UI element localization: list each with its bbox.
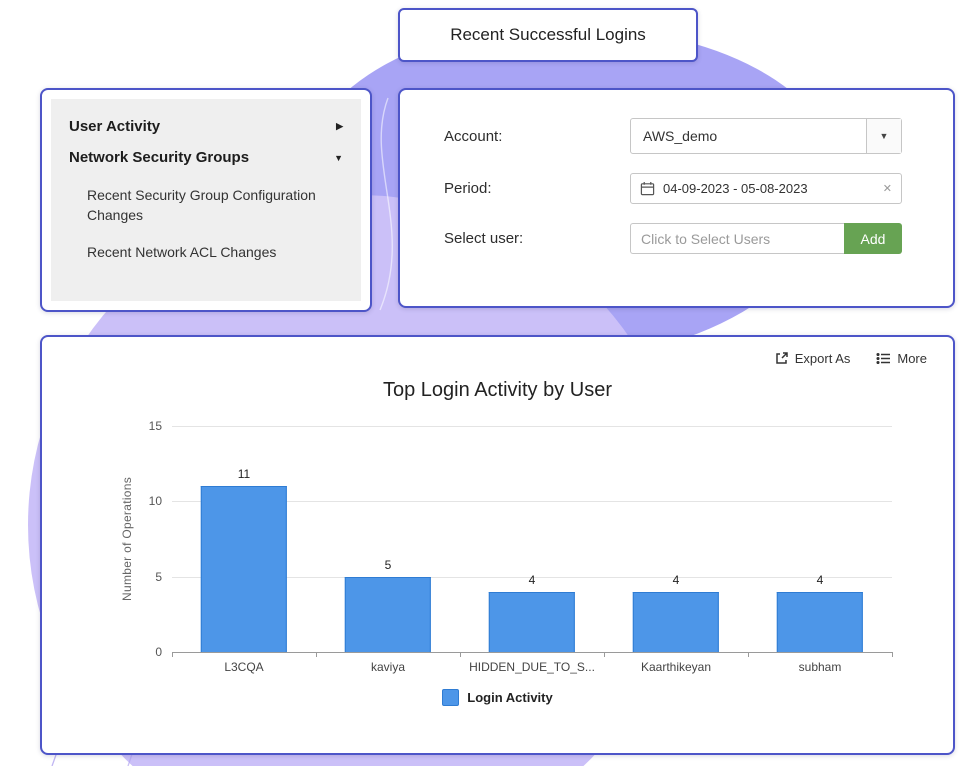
gridline [172, 576, 892, 578]
y-axis-label: Number of Operations [120, 476, 134, 602]
page-title-text: Recent Successful Logins [450, 25, 646, 44]
bar-slot: 4 [604, 426, 748, 652]
page-title: Recent Successful Logins [398, 8, 698, 62]
more-button[interactable]: More [876, 351, 927, 366]
period-row: Period: 04-09-2023 - 05-08-2023 ✕ [444, 173, 925, 204]
export-icon [775, 352, 788, 364]
x-axis-tick [460, 652, 461, 657]
menu-subitem-security-group-changes[interactable]: Recent Security Group Configuration Chan… [87, 187, 316, 224]
bar-kaviya[interactable] [344, 576, 432, 652]
period-picker[interactable]: 04-09-2023 - 05-08-2023 ✕ [630, 173, 902, 204]
more-list-icon [876, 352, 891, 365]
chart-area: Number of Operations 0 5 10 15 11 5 4 4 4 L3CQA k… [42, 419, 953, 706]
report-menu: User Activity ▶ Network Security Groups … [51, 99, 361, 301]
chevron-down-icon[interactable]: ▼ [866, 119, 901, 153]
calendar-icon [640, 181, 655, 196]
legend-item-login-activity[interactable]: Login Activity [42, 689, 953, 706]
report-menu-card: User Activity ▶ Network Security Groups … [40, 88, 372, 312]
y-tick-label: 0 [155, 645, 162, 659]
account-select[interactable]: AWS_demo ▼ [630, 118, 902, 154]
plot-area: 0 5 10 15 11 5 4 4 4 [149, 419, 893, 659]
bar-slot: 5 [316, 426, 460, 652]
menu-item-label: User Activity [69, 118, 161, 135]
export-as-label: Export As [794, 351, 851, 366]
bar-Kaarthikeyan[interactable] [632, 591, 720, 652]
export-as-button[interactable]: Export As [774, 351, 851, 366]
clear-icon[interactable]: ✕ [882, 183, 892, 195]
select-user-input[interactable] [630, 223, 844, 254]
x-axis-tick [604, 652, 605, 657]
chevron-right-icon: ▶ [336, 121, 343, 131]
x-tick-label: Kaarthikeyan [640, 660, 712, 674]
more-label: More [897, 351, 927, 366]
bars: 11 5 4 4 4 [172, 426, 892, 652]
x-axis-tick [748, 652, 749, 657]
period-value: 04-09-2023 - 05-08-2023 [663, 181, 808, 196]
legend-label: Login Activity [467, 690, 553, 705]
x-axis-labels: L3CQA kaviya HIDDEN_DUE_TO_S... Kaarthikeya… [172, 653, 892, 674]
select-user-label: Select user: [444, 230, 524, 247]
bar-subham[interactable] [776, 591, 864, 652]
y-tick-label: 15 [148, 419, 162, 433]
account-label: Account: [444, 127, 503, 145]
bar-value-label: 11 [237, 467, 251, 482]
bar-value-label: 4 [528, 572, 536, 587]
chart-card: Export As More Top Login Activity by Use… [40, 335, 955, 755]
gridline [172, 426, 892, 427]
menu-sublist: Recent Security Group Configuration Chan… [67, 173, 345, 262]
bar-HIDDEN_DUE_TO_S...[interactable] [488, 591, 576, 652]
legend-swatch [442, 689, 460, 706]
x-tick-label: kaviya [370, 660, 405, 674]
select-user-row: Select user: Add [444, 223, 925, 254]
x-axis-tick [892, 652, 893, 657]
y-tick-label: 5 [155, 569, 162, 584]
bar-slot: 11 [172, 426, 316, 652]
chart-title: Top Login Activity by User [383, 379, 612, 401]
chart-toolbar: Export As More [774, 351, 927, 366]
menu-item-network-security-groups[interactable]: Network Security Groups ▼ [67, 142, 345, 173]
filter-form-card: Account: AWS_demo ▼ Period: 04-09-2023 -… [398, 88, 955, 308]
y-tick-label: 10 [148, 494, 162, 509]
x-axis-tick [316, 652, 317, 657]
menu-subitem-network-acl-changes[interactable]: Recent Network ACL Changes [87, 243, 277, 260]
x-axis-tick [172, 652, 173, 657]
bar-slot: 4 [460, 426, 604, 652]
x-tick-label: L3CQA [224, 660, 264, 674]
bar-value-label: 4 [672, 572, 680, 587]
bar-value-label: 5 [384, 557, 392, 572]
bar-slot: 4 [748, 426, 892, 652]
menu-item-label: Network Security Groups [69, 149, 250, 166]
x-tick-label: subham [798, 660, 842, 674]
gridline [172, 501, 892, 503]
period-label: Period: [444, 180, 492, 197]
add-user-button[interactable]: Add [844, 223, 902, 254]
select-user-control: Add [630, 223, 902, 254]
menu-item-user-activity[interactable]: User Activity ▶ [67, 111, 345, 142]
bar-L3CQA[interactable] [200, 486, 288, 652]
bar-value-label: 4 [816, 572, 824, 587]
account-row: Account: AWS_demo ▼ [444, 118, 925, 154]
account-select-value: AWS_demo [643, 128, 718, 144]
x-tick-label: HIDDEN_DUE_TO_S... [469, 660, 595, 674]
chevron-down-icon: ▼ [334, 152, 343, 163]
